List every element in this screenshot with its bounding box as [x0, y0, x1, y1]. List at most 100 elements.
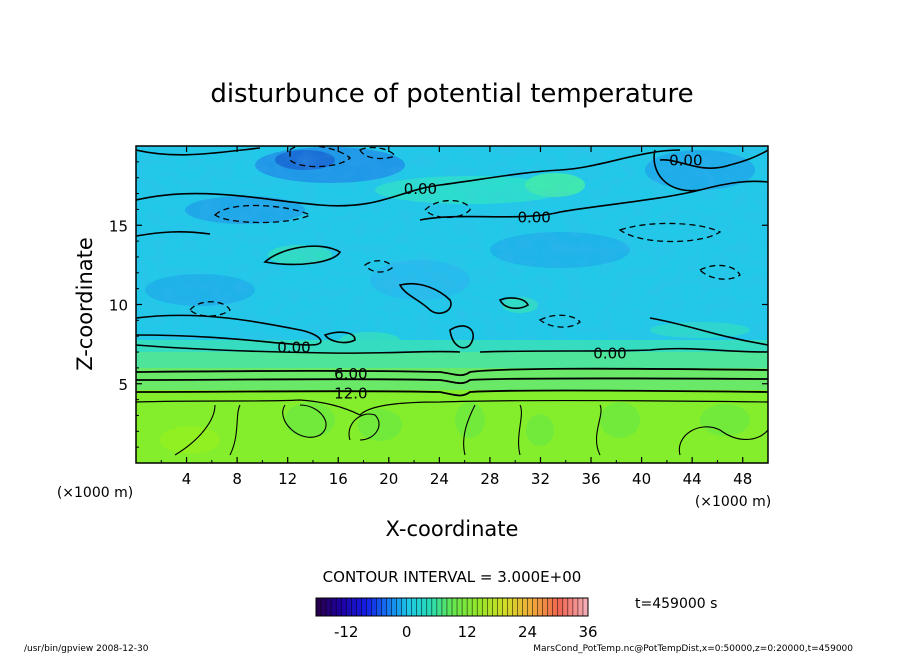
- colorbar-tick-label: 0: [402, 623, 412, 641]
- y-axis-title: Z-coordinate: [73, 237, 97, 371]
- x-tick-label: 20: [379, 470, 398, 488]
- contour-label: 0.00: [277, 338, 310, 356]
- contour-lower-8: [678, 426, 768, 456]
- transition-band-2: [136, 352, 768, 372]
- colorbar-cell: [351, 598, 357, 616]
- x-tick-label: 8: [232, 470, 242, 488]
- colorbar-cell: [572, 598, 579, 616]
- colorbar-cell: [401, 598, 407, 616]
- colorbar-cell: [557, 598, 564, 616]
- contour-label: 0.00: [404, 180, 437, 198]
- colorbar-ticks: -12 0 12 24 36: [334, 623, 598, 641]
- colorbar-cell: [522, 598, 528, 616]
- colorbar-cell: [426, 598, 433, 616]
- contour-closed-4: [449, 325, 474, 349]
- x-tick-label: 24: [430, 470, 449, 488]
- colorbar-cell: [497, 598, 503, 616]
- x-tick-label: 16: [329, 470, 348, 488]
- contour-top-left: [136, 147, 261, 156]
- colorbar-cell: [411, 598, 418, 616]
- colorbar-cell: [582, 598, 589, 616]
- colorbar-cell: [436, 598, 443, 616]
- colorbar-cell: [527, 598, 533, 616]
- x-axis-title: X-coordinate: [386, 517, 519, 541]
- contour-zero-mid: [419, 180, 768, 221]
- colorbar-cell: [567, 598, 574, 616]
- contour-lower-5: [463, 404, 476, 456]
- contour-lower-4: [348, 413, 380, 441]
- colorbar-cell: [446, 598, 453, 616]
- contour-neg-5: [618, 222, 722, 243]
- contour-label: 12.0: [334, 384, 367, 402]
- contour-label: 0.00: [669, 151, 702, 169]
- footer-right: MarsCond_PotTemp.nc@PotTempDist,x=0:5000…: [533, 644, 853, 654]
- colorbar-cell: [487, 598, 493, 616]
- y-tick-label: 5: [118, 376, 128, 394]
- colorbar-cell: [336, 598, 342, 616]
- x-tick-label: 4: [182, 470, 192, 488]
- contour-neg-1: [289, 146, 351, 168]
- contour-lower-1: [174, 404, 216, 456]
- contour-label: 0.00: [593, 345, 626, 363]
- y-tick-label: 15: [109, 217, 128, 235]
- colorbar-cell: [457, 598, 463, 616]
- colorbar-cell: [552, 598, 559, 616]
- x-tick-label: 36: [581, 470, 600, 488]
- colorbar-cell: [391, 598, 397, 616]
- contour-lower-7: [595, 404, 602, 456]
- colorbar-cell: [512, 598, 518, 616]
- colorbar-cell: [326, 598, 332, 616]
- colorbar-cell: [502, 598, 508, 616]
- colorbar-cell: [472, 598, 478, 616]
- colorbar-cell: [406, 598, 413, 616]
- time-label: t=459000 s: [635, 596, 717, 612]
- colorbar-cell: [482, 598, 488, 616]
- contour-zero-band: [136, 344, 461, 354]
- contour-neg-9: [698, 264, 741, 280]
- colorbar-cell: [462, 598, 468, 616]
- colorbar-cell: [542, 598, 549, 616]
- colorbar-cell: [517, 598, 523, 616]
- colorbar-cell: [341, 598, 347, 616]
- colorbar-cell: [396, 598, 402, 616]
- colorbar-cell: [321, 598, 327, 616]
- y-axis-unit-label: (×1000 m): [57, 485, 133, 501]
- contour-left-1: [136, 231, 211, 237]
- contour-12: [136, 389, 768, 397]
- y-axis: 5 10 15: [109, 161, 768, 448]
- colorbar-tick-label: 36: [578, 623, 597, 641]
- colorbar-tick-label: -12: [334, 623, 359, 641]
- colorbar-cell: [316, 598, 322, 616]
- x-tick-label: 40: [632, 470, 651, 488]
- colorbar-cell: [381, 598, 387, 616]
- colorbar-cell: [547, 598, 554, 616]
- colorbar-tick-label: 24: [518, 623, 537, 641]
- colorbar: [315, 598, 589, 616]
- colorbar-cell: [371, 598, 377, 616]
- colorbar-tick-label: 12: [458, 623, 477, 641]
- contour-zero-lower: [136, 314, 322, 346]
- colorbar-cell: [537, 598, 543, 616]
- colorbar-cell: [366, 598, 372, 616]
- colorbar-frame: [315, 597, 589, 617]
- colorbar-cell: [507, 598, 513, 616]
- colorbar-cell: [386, 598, 392, 616]
- contour-top-right: [659, 149, 768, 169]
- contour-label: 0.00: [517, 208, 550, 226]
- colorbar-cell: [441, 598, 448, 616]
- contour-lines-negative: [189, 146, 741, 328]
- colorbar-cell: [492, 598, 498, 616]
- colorbar-cell: [416, 598, 423, 616]
- contour-closed-3: [398, 282, 452, 315]
- x-tick-label: 32: [531, 470, 550, 488]
- x-tick-label: 48: [733, 470, 752, 488]
- colorbar-cell: [577, 598, 584, 616]
- contour-interval-label: CONTOUR INTERVAL = 3.000E+00: [323, 568, 582, 586]
- colorbar-cell: [532, 598, 538, 616]
- contour-closed-2: [323, 331, 356, 344]
- contour-lower-3: [282, 404, 327, 438]
- colorbar-cell: [467, 598, 473, 616]
- colorbar-cell: [477, 598, 483, 616]
